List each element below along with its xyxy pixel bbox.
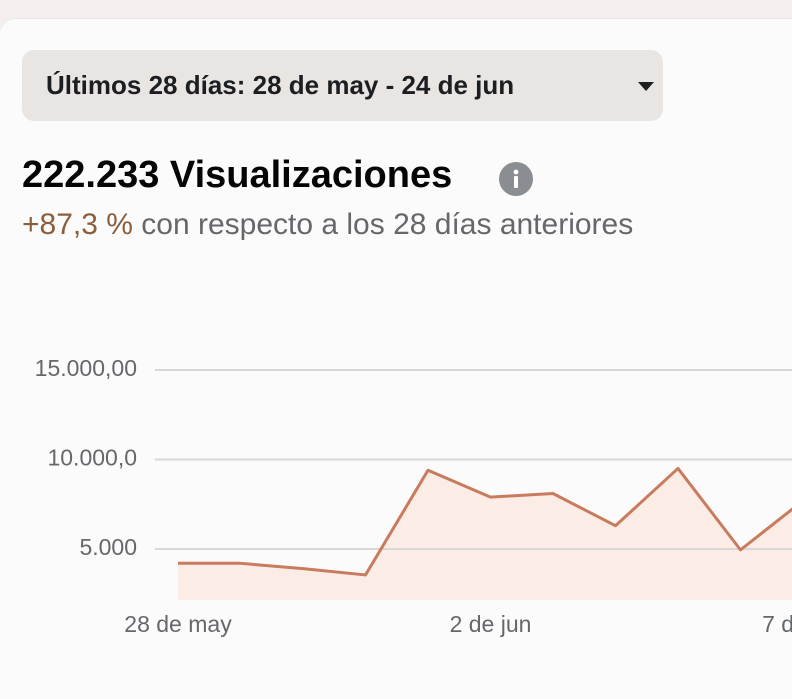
change: +87,3 % <box>22 208 133 241</box>
chart: 15.000,00 10.000,0 5.000 28 de may 2 de jun 7… <box>35 355 792 637</box>
change-text: con respecto a los 28 días anteriores <box>141 208 634 241</box>
x-tick-label: 2 de jun <box>450 611 532 637</box>
summary-title: 222.233 Visualizaciones <box>22 154 453 196</box>
area-fill <box>178 468 792 600</box>
summary-subtitle: +87,3 % con respecto a los 28 días anter… <box>22 208 633 242</box>
x-tick-label: 28 de may <box>124 611 232 637</box>
date-selector-label: Últimos 28 días: 28 de may - 24 de jun <box>46 70 515 100</box>
date-selector[interactable]: Últimos 28 días: 28 de may - 24 de jun <box>22 50 663 121</box>
y-tick-label: 10.000,0 <box>47 445 137 471</box>
line <box>178 466 792 577</box>
info-icon[interactable] <box>499 162 533 196</box>
x-tick-label: 7 de jun <box>762 611 792 637</box>
y-tick-label: 5.000 <box>79 534 137 560</box>
y-tick-label: 15.000,00 <box>35 355 137 381</box>
page: Últimos 28 días: 28 de may - 24 de jun 2… <box>0 18 792 699</box>
caret-icon <box>638 82 654 91</box>
